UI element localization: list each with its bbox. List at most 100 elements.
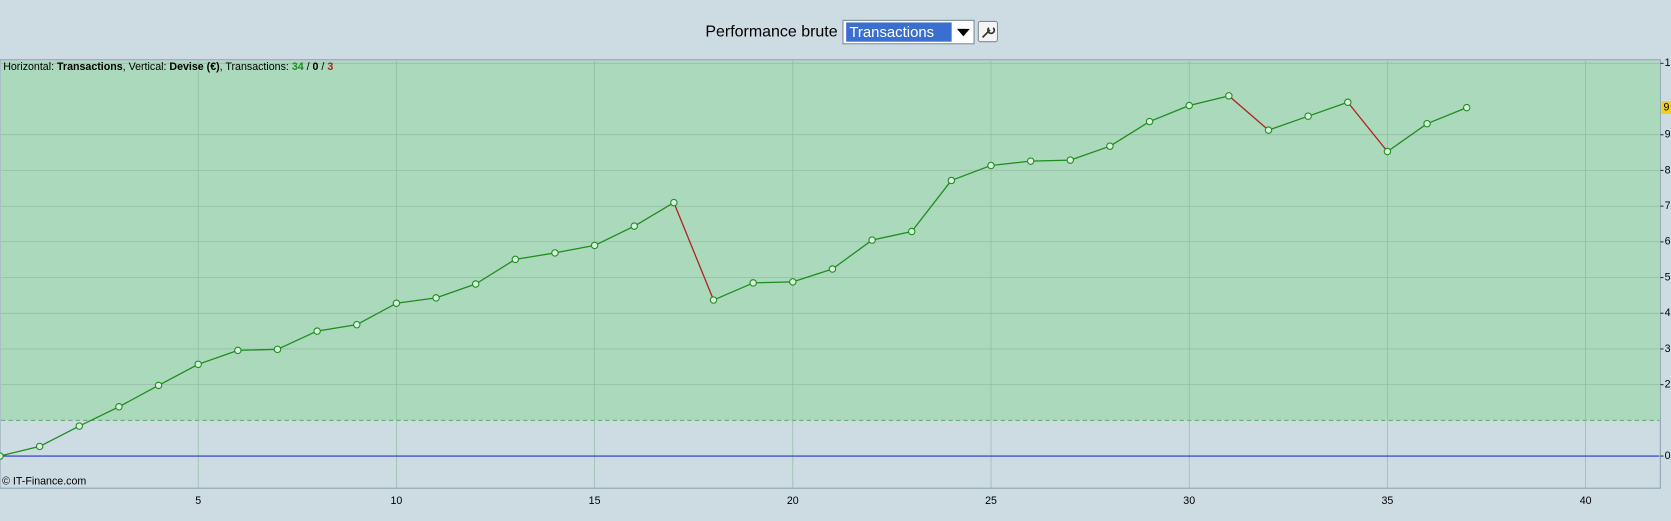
dropdown-text: Transactions xyxy=(849,25,934,41)
line-segment xyxy=(713,282,754,301)
point xyxy=(1185,101,1193,110)
y-tick-label: 8 xyxy=(1665,164,1671,176)
line-segment xyxy=(197,349,239,365)
line-segment xyxy=(554,244,595,254)
settings-button[interactable] xyxy=(977,20,999,43)
point xyxy=(789,278,797,286)
line-segment xyxy=(475,258,516,285)
y-tick-label: 1 xyxy=(1665,57,1671,69)
point xyxy=(868,236,876,244)
dropdown-selection xyxy=(846,22,952,42)
point xyxy=(1225,92,1233,100)
info-label: Horizontal: Transactions, Vertical: Devi… xyxy=(3,61,333,73)
profit-zone xyxy=(1,60,1660,421)
line-segment xyxy=(237,348,278,352)
point xyxy=(551,249,559,257)
line-segment xyxy=(1228,95,1269,131)
point xyxy=(908,227,916,236)
x-tick-label: 35 xyxy=(1381,495,1393,507)
point xyxy=(154,381,163,390)
line-segment xyxy=(396,297,437,304)
wrench-icon xyxy=(981,27,996,39)
line-segment xyxy=(39,425,80,447)
point xyxy=(194,360,202,369)
line-segment xyxy=(673,202,715,301)
line-segment xyxy=(1030,159,1071,162)
line-segment xyxy=(118,384,159,408)
dropdown[interactable]: Transactions xyxy=(842,19,975,45)
point xyxy=(630,222,638,230)
point xyxy=(273,345,282,354)
point xyxy=(0,452,4,460)
line-segment xyxy=(911,180,952,232)
point xyxy=(75,422,84,430)
point xyxy=(35,442,44,451)
header-title: Performance brute xyxy=(705,23,837,40)
point xyxy=(1145,117,1154,126)
point xyxy=(392,299,401,307)
line-segment xyxy=(1189,95,1230,107)
point xyxy=(432,294,440,302)
point xyxy=(1066,156,1075,164)
line-segment xyxy=(158,363,199,386)
current-value-box xyxy=(1661,101,1671,115)
point xyxy=(234,346,242,355)
point xyxy=(511,255,520,264)
current-value-label: 9 xyxy=(1664,101,1670,113)
point xyxy=(670,198,678,207)
line-segment xyxy=(1307,101,1348,117)
line-segment xyxy=(317,324,357,332)
point xyxy=(313,327,321,335)
dropdown-arrow xyxy=(956,28,970,37)
y-tick-label: 7 xyxy=(1665,200,1671,212)
point xyxy=(987,161,995,170)
line-segment xyxy=(792,268,833,283)
line-segment xyxy=(1387,123,1428,153)
point xyxy=(1026,157,1035,165)
line-segment xyxy=(594,225,635,246)
line-segment xyxy=(1268,115,1309,131)
y-tick-label: 4 xyxy=(1665,307,1671,319)
point xyxy=(1304,112,1312,120)
point xyxy=(1423,119,1431,128)
point xyxy=(353,320,361,329)
point xyxy=(749,279,757,287)
line-segment xyxy=(515,252,556,260)
point xyxy=(947,176,956,185)
x-tick-label: 5 xyxy=(195,495,201,507)
x-tick-label: 25 xyxy=(985,495,997,507)
y-tick-label: 5 xyxy=(1665,271,1671,283)
y-tick-label: 2 xyxy=(1665,378,1671,390)
y-tick-label: 3 xyxy=(1665,343,1671,355)
line-segment xyxy=(356,302,397,326)
point xyxy=(709,296,718,304)
line-segment xyxy=(1149,104,1190,123)
line-segment xyxy=(753,281,793,284)
point xyxy=(828,265,837,273)
line-segment xyxy=(79,406,120,427)
line-segment xyxy=(1070,145,1111,161)
point xyxy=(1106,142,1114,150)
x-tick-label: 20 xyxy=(787,495,799,507)
point xyxy=(471,280,480,288)
point xyxy=(115,403,123,411)
y-tick-label: 9 xyxy=(1665,129,1671,141)
point xyxy=(590,241,599,250)
x-tick-label: 30 xyxy=(1183,495,1195,507)
line-segment xyxy=(871,230,912,241)
line-segment xyxy=(951,164,992,182)
x-tick-label: 10 xyxy=(390,495,402,507)
line-segment xyxy=(1426,107,1467,125)
point xyxy=(1462,103,1471,112)
line-segment xyxy=(277,330,318,350)
line-segment xyxy=(1109,121,1150,147)
point xyxy=(1383,147,1392,156)
y-tick-label: 6 xyxy=(1665,236,1671,248)
line-segment xyxy=(1347,101,1388,152)
line-segment xyxy=(832,239,873,270)
line-segment xyxy=(435,283,476,299)
x-tick-label: 40 xyxy=(1580,495,1592,507)
line-segment xyxy=(990,160,1031,167)
point xyxy=(1264,126,1273,134)
